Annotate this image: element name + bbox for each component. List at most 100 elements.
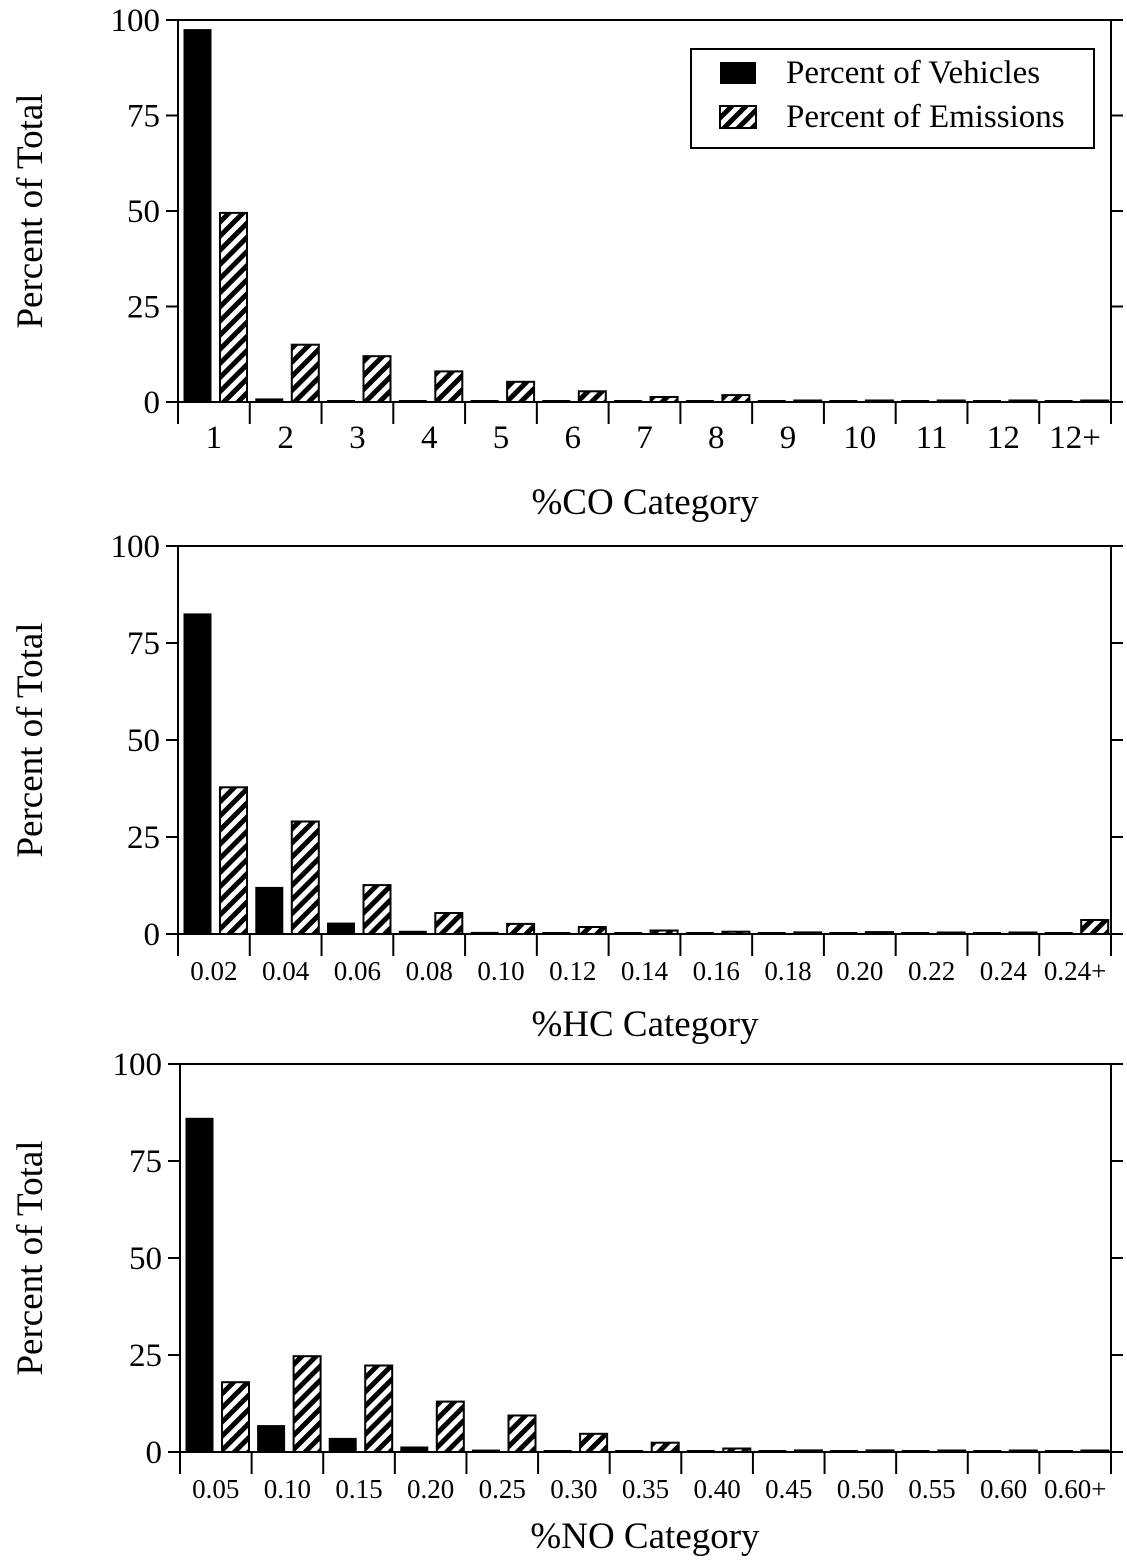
no-category-label-2: 0.10 xyxy=(264,1474,311,1504)
co-emissions-bar-3 xyxy=(362,355,392,404)
co-ytick-label-100: 100 xyxy=(111,3,161,39)
co-y-axis-label: Percent of Total xyxy=(10,93,51,328)
no-x-axis-label: %NO Category xyxy=(530,1516,760,1557)
hc-vehicles-bar-3 xyxy=(327,922,355,935)
hc-category-label-12: 0.24 xyxy=(980,956,1028,986)
hc-emissions-bar-2 xyxy=(290,820,320,935)
no-ytick-label-0: 0 xyxy=(146,1435,163,1471)
legend-vehicles-label: Percent of Vehicles xyxy=(786,55,1040,91)
co-emissions-bar-4 xyxy=(434,370,464,403)
hc-category-label-13: 0.24+ xyxy=(1044,956,1106,986)
no-category-label-11: 0.55 xyxy=(908,1474,955,1504)
no-category-label-8: 0.40 xyxy=(693,1474,740,1504)
no-y-axis-label: Percent of Total xyxy=(10,1140,51,1375)
co-category-label-7: 7 xyxy=(636,420,653,456)
hc-emissions-bar-4 xyxy=(434,912,464,935)
co-category-label-1: 1 xyxy=(206,420,223,456)
no-emissions-bar-5 xyxy=(507,1414,537,1453)
co-y-ticks: 0 25 50 75 100 xyxy=(111,3,1123,421)
hc-emissions-bar-13 xyxy=(1080,919,1110,935)
hc-category-label-7: 0.14 xyxy=(621,956,669,986)
co-category-label-11: 11 xyxy=(916,420,948,456)
co-emissions-bar-2 xyxy=(290,343,320,404)
co-ytick-label-25: 25 xyxy=(127,290,160,326)
hc-ytick-label-25: 25 xyxy=(127,820,160,856)
no-ytick-label-25: 25 xyxy=(129,1338,162,1374)
no-vehicles-bar-2 xyxy=(257,1425,286,1453)
co-category-label-10: 10 xyxy=(843,420,876,456)
hc-emissions-bar-6 xyxy=(577,926,607,935)
co-vehicles-bar-1 xyxy=(183,29,212,403)
co-category-label-6: 6 xyxy=(564,420,581,456)
co-category-label-12: 12 xyxy=(987,420,1020,456)
no-category-label-3: 0.15 xyxy=(335,1474,382,1504)
hc-category-label-10: 0.20 xyxy=(836,956,883,986)
hc-category-label-5: 0.10 xyxy=(477,956,524,986)
hc-y-axis-label: Percent of Total xyxy=(10,622,51,857)
no-emissions-bar-7 xyxy=(650,1441,680,1453)
no-category-label-4: 0.20 xyxy=(407,1474,454,1504)
hc-ytick-label-0: 0 xyxy=(144,917,161,953)
no-vehicles-bar-1 xyxy=(185,1117,214,1453)
no-category-label-7: 0.35 xyxy=(622,1474,669,1504)
co-ytick-label-0: 0 xyxy=(144,385,161,421)
no-vehicles-bar-3 xyxy=(328,1437,357,1453)
co-category-label-13: 12+ xyxy=(1049,420,1101,456)
hc-emissions-bar-1 xyxy=(219,786,248,935)
no-category-label-6: 0.30 xyxy=(550,1474,597,1504)
hc-category-label-9: 0.18 xyxy=(764,956,811,986)
no-emissions-bar-3 xyxy=(364,1364,394,1453)
no-category-label-10: 0.50 xyxy=(837,1474,884,1504)
legend-emissions-label: Percent of Emissions xyxy=(786,99,1065,135)
no-ytick-label-50: 50 xyxy=(129,1241,162,1277)
no-category-label-12: 0.60 xyxy=(980,1474,1027,1504)
hc-vehicles-bar-1 xyxy=(183,613,212,935)
co-emissions-bar-5 xyxy=(506,380,536,403)
hc-category-label-4: 0.08 xyxy=(406,956,453,986)
legend-box xyxy=(690,48,1095,149)
hc-category-label-1: 0.02 xyxy=(190,956,237,986)
hc-bars xyxy=(183,613,1110,936)
co-ytick-label-50: 50 xyxy=(127,194,160,230)
legend-vehicles-swatch xyxy=(720,62,756,84)
hc-vehicles-bar-2 xyxy=(255,886,284,935)
co-category-label-5: 5 xyxy=(493,420,510,456)
hc-ytick-label-100: 100 xyxy=(111,529,161,565)
co-ytick-label-75: 75 xyxy=(127,99,160,135)
hc-y-ticks: 0 25 50 75 100 xyxy=(111,529,1123,953)
no-ytick-label-100: 100 xyxy=(113,1047,163,1083)
legend-emissions-swatch xyxy=(719,105,757,129)
co-emissions-bar-1 xyxy=(219,211,248,403)
co-category-label-8: 8 xyxy=(708,420,725,456)
no-emissions-bar-6 xyxy=(579,1432,609,1454)
no-category-label-5: 0.25 xyxy=(479,1474,526,1504)
hc-category-label-8: 0.16 xyxy=(693,956,740,986)
hc-ytick-label-75: 75 xyxy=(127,626,160,662)
no-emissions-bar-2 xyxy=(292,1355,322,1453)
no-emissions-bar-4 xyxy=(435,1400,465,1453)
hc-x-ticks: 0.02 0.04 0.06 0.08 0.10 0.12 0.14 0.16 0.18 0.20… xyxy=(177,934,1112,986)
co-category-label-3: 3 xyxy=(349,420,366,456)
no-bars xyxy=(185,1117,1110,1454)
no-x-ticks: 0.05 0.10 0.15 0.20 0.25 0.30 0.35 0.40 0.45 0.50… xyxy=(179,1452,1112,1504)
no-emissions-bar-1 xyxy=(221,1381,250,1453)
hc-x-axis-label: %HC Category xyxy=(531,1004,759,1045)
co-category-label-4: 4 xyxy=(421,420,438,456)
co-x-axis-label: %CO Category xyxy=(531,482,759,523)
hc-emissions-bar-3 xyxy=(362,884,392,935)
hc-category-label-6: 0.12 xyxy=(549,956,596,986)
no-ytick-label-75: 75 xyxy=(129,1144,162,1180)
no-category-label-13: 0.60+ xyxy=(1044,1474,1106,1504)
hc-category-label-2: 0.04 xyxy=(262,956,310,986)
co-emissions-bar-8 xyxy=(721,394,751,404)
no-category-label-9: 0.45 xyxy=(765,1474,812,1504)
hc-category-label-11: 0.22 xyxy=(908,956,955,986)
co-category-label-9: 9 xyxy=(780,420,797,456)
co-category-label-2: 2 xyxy=(277,420,294,456)
no-category-label-1: 0.05 xyxy=(192,1474,239,1504)
no-y-ticks: 0 25 50 75 100 xyxy=(113,1047,1123,1471)
